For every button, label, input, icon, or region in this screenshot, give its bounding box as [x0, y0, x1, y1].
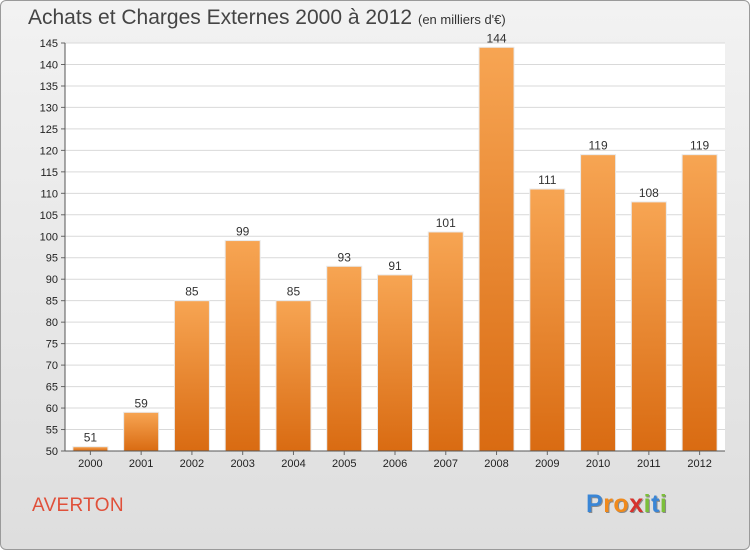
data-label: 91 — [388, 259, 402, 273]
bar — [377, 274, 413, 452]
data-label: 144 — [487, 31, 507, 45]
bar — [681, 154, 718, 452]
x-tick-label: 2007 — [434, 458, 458, 470]
data-label: 101 — [436, 216, 456, 230]
y-tick-label: 50 — [46, 446, 58, 458]
bar — [478, 46, 515, 452]
data-label: 51 — [84, 431, 98, 445]
x-tick-label: 2000 — [78, 458, 102, 470]
x-tick-label: 2002 — [180, 458, 204, 470]
logo-letter: r — [603, 490, 614, 518]
bar — [275, 300, 312, 452]
data-label: 108 — [639, 186, 659, 200]
bar — [580, 154, 617, 452]
y-tick-label: 115 — [40, 167, 58, 179]
y-tick-label: 135 — [40, 81, 58, 93]
y-tick-label: 75 — [46, 339, 58, 351]
y-tick-label: 95 — [46, 253, 58, 265]
x-tick-label: 2009 — [535, 458, 559, 470]
bar — [72, 446, 109, 452]
data-label: 59 — [134, 396, 148, 410]
y-tick-label: 85 — [46, 296, 58, 308]
data-label: 111 — [538, 173, 557, 187]
data-label: 119 — [690, 139, 709, 153]
bar — [123, 411, 160, 452]
logo-letter: P — [586, 490, 604, 518]
data-label: 93 — [338, 250, 352, 264]
y-tick-label: 55 — [46, 425, 58, 437]
logo-letter: x — [629, 490, 644, 518]
y-tick-label: 70 — [46, 360, 58, 372]
chart-unit-note: (en milliers d'€) — [418, 12, 506, 27]
bar — [427, 231, 464, 452]
y-tick-label: 120 — [40, 145, 58, 157]
x-tick-label: 2008 — [484, 458, 508, 470]
x-tick-label: 2004 — [281, 458, 305, 470]
commune-name: AVERTON — [32, 495, 124, 516]
bar — [326, 265, 363, 452]
y-tick-label: 130 — [40, 102, 58, 114]
y-tick-label: 65 — [46, 382, 58, 394]
logo-letter: o — [613, 490, 630, 518]
logo-letter: i — [659, 490, 668, 518]
y-tick-label: 60 — [46, 403, 58, 415]
y-tick-label: 100 — [40, 231, 58, 243]
data-label: 99 — [236, 225, 250, 239]
logo-letter: i — [643, 490, 652, 518]
y-tick-label: 110 — [40, 188, 58, 200]
x-tick-label: 2003 — [230, 458, 254, 470]
bar — [630, 201, 667, 452]
chart-title: Achats et Charges Externes 2000 à 2012 — [28, 6, 413, 29]
y-tick-label: 140 — [40, 59, 58, 71]
y-tick-label: 145 — [40, 38, 58, 50]
y-tick-label: 105 — [40, 210, 58, 222]
bar — [224, 240, 261, 452]
x-tick-label: 2010 — [586, 458, 610, 470]
data-label: 85 — [185, 285, 199, 299]
y-tick-label: 125 — [40, 124, 58, 136]
x-tick-label: 2011 — [637, 458, 661, 470]
y-tick-label: 90 — [46, 274, 58, 286]
bar — [529, 188, 566, 452]
y-tick-label: 80 — [46, 317, 58, 329]
data-label: 85 — [287, 285, 301, 299]
bar — [173, 300, 210, 452]
x-tick-label: 2001 — [129, 458, 153, 470]
proxiti-logo: Proxiti — [586, 490, 667, 519]
x-tick-label: 2012 — [687, 458, 711, 470]
logo-letter: t — [651, 490, 660, 518]
x-tick-label: 2005 — [332, 458, 356, 470]
x-tick-label: 2006 — [383, 458, 407, 470]
data-label: 119 — [589, 139, 608, 153]
